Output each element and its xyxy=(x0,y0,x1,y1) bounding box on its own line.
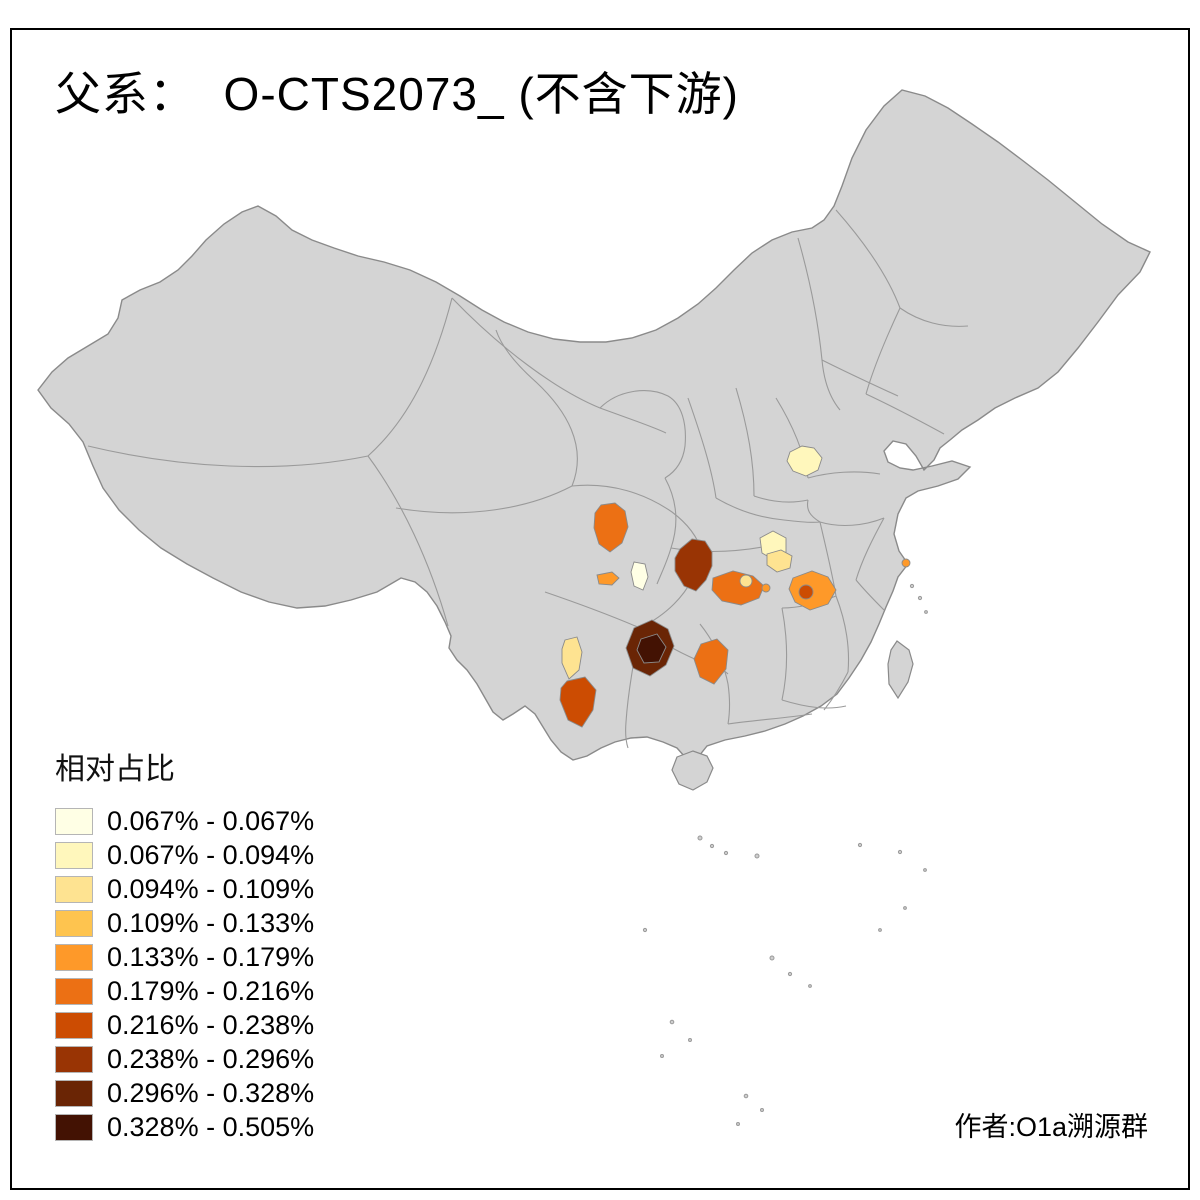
legend-label: 0.179% - 0.216% xyxy=(107,975,315,1006)
legend-swatch xyxy=(55,909,93,937)
legend-row: 0.296% - 0.328% xyxy=(55,1076,314,1110)
hainan-island xyxy=(671,750,714,791)
region-sichuan-central-strip xyxy=(596,571,620,586)
legend-swatch xyxy=(55,943,93,971)
legend-row: 0.328% - 0.505% xyxy=(55,1110,314,1144)
legend-label: 0.328% - 0.505% xyxy=(107,1111,315,1142)
legend-row: 0.067% - 0.067% xyxy=(55,804,314,838)
legend-swatch xyxy=(55,977,93,1005)
legend-label: 0.238% - 0.296% xyxy=(107,1043,315,1074)
legend-label: 0.067% - 0.094% xyxy=(107,839,315,870)
legend-swatch xyxy=(55,875,93,903)
region-guizhou-central xyxy=(636,633,667,664)
page-title: 父系： O-CTS2073_ (不含下游) xyxy=(55,68,739,120)
region-shandong-west xyxy=(786,445,823,477)
taiwan-island xyxy=(887,640,914,700)
legend-row: 0.216% - 0.238% xyxy=(55,1008,314,1042)
china-mainland-shape xyxy=(37,89,1151,768)
region-yunnan-northwest xyxy=(561,636,583,680)
legend-label: 0.216% - 0.238% xyxy=(107,1009,315,1040)
legend-swatch xyxy=(55,807,93,835)
highlighted-regions xyxy=(559,445,911,728)
legend-row: 0.238% - 0.296% xyxy=(55,1042,314,1076)
region-sichuan-north xyxy=(593,502,629,553)
region-hubei-north-central xyxy=(766,549,793,573)
region-hubei-central-dot xyxy=(761,583,771,593)
islands xyxy=(642,583,928,1126)
legend-label: 0.067% - 0.067% xyxy=(107,805,315,836)
region-chongqing-northeast xyxy=(674,538,713,592)
legend-swatch xyxy=(55,1011,93,1039)
legend-row: 0.067% - 0.094% xyxy=(55,838,314,872)
region-hubei-southwest-light-spot xyxy=(739,574,753,588)
legend-swatch xyxy=(55,1079,93,1107)
region-hunan-west xyxy=(693,638,729,685)
legend: 相对占比 0.067% - 0.067% 0.067% - 0.094% 0.0… xyxy=(55,744,314,1144)
region-chengdu-area xyxy=(630,561,649,591)
legend-label: 0.133% - 0.179% xyxy=(107,941,315,972)
legend-label: 0.109% - 0.133% xyxy=(107,907,315,938)
south-china-sea-islets xyxy=(642,583,928,1126)
author-credit: 作者:O1a溯源群 xyxy=(954,1112,1148,1142)
province-borders xyxy=(87,209,969,749)
legend-label: 0.094% - 0.109% xyxy=(107,873,315,904)
region-yunnan-southwest xyxy=(559,676,597,728)
legend-row: 0.133% - 0.179% xyxy=(55,940,314,974)
legend-swatch xyxy=(55,1045,93,1073)
mainland xyxy=(37,89,1151,768)
legend-swatch xyxy=(55,841,93,869)
region-shanghai-area-dot xyxy=(901,558,911,568)
legend-row: 0.179% - 0.216% xyxy=(55,974,314,1008)
region-hubei-east-dark-spot xyxy=(798,584,814,600)
legend-swatch xyxy=(55,1113,93,1141)
legend-label: 0.296% - 0.328% xyxy=(107,1077,315,1108)
legend-title: 相对占比 xyxy=(55,753,175,786)
legend-row: 0.109% - 0.133% xyxy=(55,906,314,940)
legend-row: 0.094% - 0.109% xyxy=(55,872,314,906)
